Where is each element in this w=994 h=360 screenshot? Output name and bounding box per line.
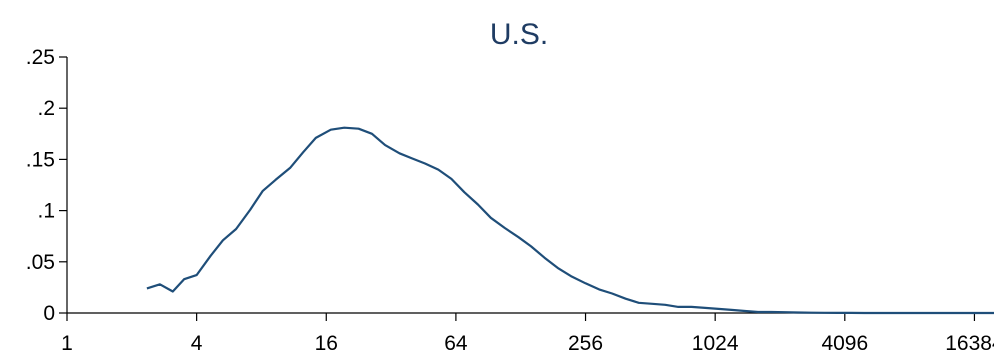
y-tick-label: .1 xyxy=(37,200,55,223)
x-tick-label: 16384 xyxy=(945,332,994,355)
x-tick-label: 256 xyxy=(568,332,603,355)
series-line xyxy=(146,126,994,315)
y-tick-label: 0 xyxy=(43,302,55,325)
y-tick-label: .15 xyxy=(26,148,55,171)
x-tick-label: 4 xyxy=(191,332,203,355)
y-tick-label: .25 xyxy=(26,46,55,69)
x-tick-label: 1 xyxy=(61,332,73,355)
axes: 0 .05 .1 .15 .2 .25 1 4 16 64 256 1024 4096 16384 xyxy=(26,46,994,355)
x-tick-label: 4096 xyxy=(821,332,868,355)
series-layer xyxy=(146,126,994,315)
x-tick-label: 64 xyxy=(444,332,468,355)
y-tick-label: .05 xyxy=(26,251,55,274)
y-tick-label: .2 xyxy=(37,97,55,120)
x-tick-label: 16 xyxy=(315,332,338,355)
chart-title: U.S. xyxy=(490,18,548,51)
x-tick-label: 1024 xyxy=(692,332,739,355)
